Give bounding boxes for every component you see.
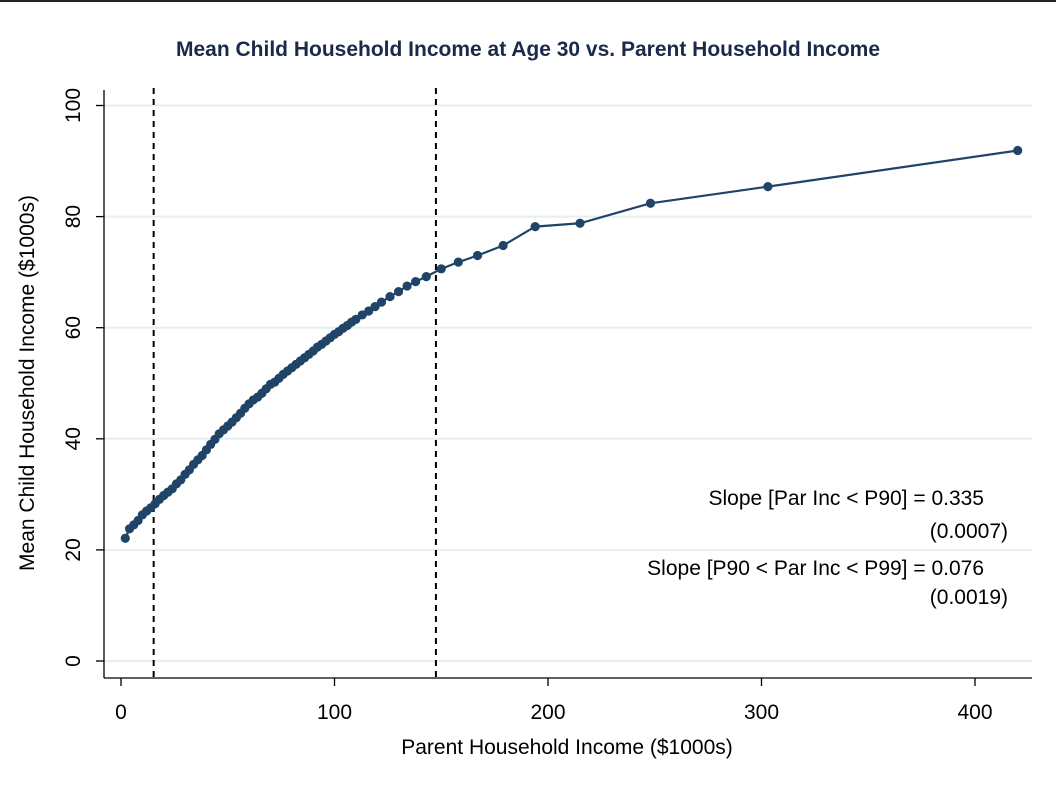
annotation-slope-p90-p99: Slope [P90 < Par Inc < P99] = 0.076 <box>647 557 984 580</box>
data-point <box>385 291 395 302</box>
x-tick-label-0: 0 <box>115 701 127 724</box>
y-tick-label-20: 20 <box>62 538 85 561</box>
annotation-se-below-p90: (0.0007) <box>930 520 1008 543</box>
axes: 0 20 40 60 80 100 0 100 200 300 400 <box>62 88 1032 724</box>
data-point <box>411 276 421 287</box>
data-point <box>120 533 130 543</box>
series-line <box>124 149 1018 539</box>
y-tick-label-40: 40 <box>62 427 85 450</box>
data-point <box>472 250 483 261</box>
x-tick-label-400: 400 <box>957 701 992 724</box>
top-border-line <box>0 0 1056 2</box>
series-layer <box>120 145 1023 543</box>
y-tick-label-100: 100 <box>62 88 85 123</box>
x-tick-label-100: 100 <box>317 701 352 724</box>
x-tick-label-300: 300 <box>744 701 779 724</box>
data-point <box>376 297 387 307</box>
data-point <box>402 281 412 291</box>
data-point <box>453 257 463 267</box>
data-point <box>645 198 656 208</box>
data-point <box>436 264 446 274</box>
y-axis-label: Mean Child Household Income ($1000s) <box>16 195 39 571</box>
data-point <box>421 271 431 282</box>
grid-layer <box>104 104 1032 662</box>
data-point <box>575 218 585 228</box>
annotation-se-p90-p99: (0.0019) <box>930 586 1008 609</box>
reference-lines <box>152 88 437 678</box>
y-tick-label-0: 0 <box>62 655 85 667</box>
data-point <box>364 306 374 316</box>
data-point <box>530 221 540 232</box>
data-point <box>351 314 361 324</box>
data-point <box>763 182 773 192</box>
data-point <box>393 286 404 297</box>
y-tick-label-60: 60 <box>62 316 85 339</box>
data-point <box>370 301 380 312</box>
annotation-slope-below-p90: Slope [Par Inc < P90] = 0.335 <box>708 487 984 510</box>
y-tick-label-80: 80 <box>62 205 85 228</box>
data-point <box>498 240 508 251</box>
chart-title: Mean Child Household Income at Age 30 vs… <box>176 38 880 61</box>
x-tick-label-200: 200 <box>530 701 565 724</box>
x-axis-label: Parent Household Income ($1000s) <box>401 736 733 759</box>
data-point <box>1013 145 1023 156</box>
